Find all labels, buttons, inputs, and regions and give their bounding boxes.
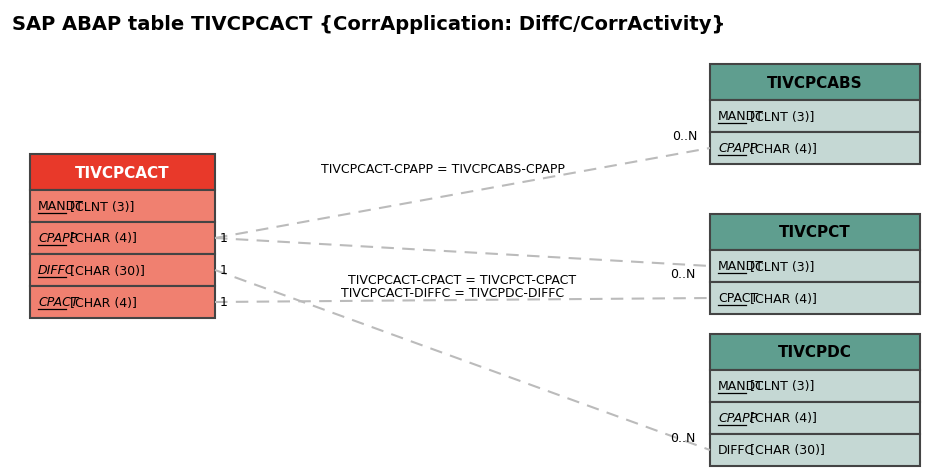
Text: TIVCPCACT-CPACT = TIVCPCT-CPACT: TIVCPCACT-CPACT = TIVCPCT-CPACT: [349, 273, 576, 287]
Text: 1: 1: [220, 296, 227, 309]
FancyBboxPatch shape: [30, 287, 215, 318]
Text: MANDT: MANDT: [718, 110, 764, 123]
Text: CPACT: CPACT: [718, 292, 759, 305]
FancyBboxPatch shape: [710, 133, 920, 165]
Text: [CLNT (3)]: [CLNT (3)]: [66, 200, 134, 213]
FancyBboxPatch shape: [30, 223, 215, 255]
Text: [CHAR (4)]: [CHAR (4)]: [66, 232, 137, 245]
Text: CPAPP: CPAPP: [718, 412, 757, 425]
Text: CPAPP: CPAPP: [38, 232, 77, 245]
Text: [CHAR (30)]: [CHAR (30)]: [66, 264, 145, 277]
FancyBboxPatch shape: [710, 402, 920, 434]
Text: [CHAR (4)]: [CHAR (4)]: [746, 142, 817, 155]
FancyBboxPatch shape: [710, 370, 920, 402]
Text: MANDT: MANDT: [38, 200, 84, 213]
Text: 0..N: 0..N: [670, 432, 696, 445]
Text: [CLNT (3)]: [CLNT (3)]: [746, 110, 814, 123]
Text: CPAPP: CPAPP: [718, 142, 757, 155]
Text: [CHAR (4)]: [CHAR (4)]: [746, 292, 817, 305]
Text: MANDT: MANDT: [718, 260, 764, 273]
FancyBboxPatch shape: [710, 434, 920, 466]
Text: TIVCPCT: TIVCPCT: [779, 225, 851, 240]
Text: 0..N: 0..N: [670, 268, 696, 281]
Text: [CLNT (3)]: [CLNT (3)]: [746, 260, 814, 273]
Text: [CHAR (30)]: [CHAR (30)]: [746, 444, 824, 456]
Text: [CHAR (4)]: [CHAR (4)]: [746, 412, 817, 425]
Text: 0..N: 0..N: [672, 130, 697, 143]
FancyBboxPatch shape: [30, 190, 215, 223]
FancyBboxPatch shape: [710, 282, 920, 314]
FancyBboxPatch shape: [710, 250, 920, 282]
Text: SAP ABAP table TIVCPCACT {CorrApplication: DiffC/CorrActivity}: SAP ABAP table TIVCPCACT {CorrApplicatio…: [12, 15, 726, 34]
Text: TIVCPCABS: TIVCPCABS: [767, 75, 863, 90]
Text: MANDT: MANDT: [718, 380, 764, 393]
Text: DIFFC: DIFFC: [38, 264, 74, 277]
Text: 1: 1: [220, 264, 227, 277]
FancyBboxPatch shape: [710, 215, 920, 250]
FancyBboxPatch shape: [710, 101, 920, 133]
Text: DIFFC: DIFFC: [718, 444, 754, 456]
Text: TIVCPDC: TIVCPDC: [778, 345, 852, 360]
Text: TIVCPCACT-DIFFC = TIVCPDC-DIFFC: TIVCPCACT-DIFFC = TIVCPDC-DIFFC: [341, 287, 564, 299]
Text: TIVCPCACT: TIVCPCACT: [75, 165, 170, 180]
FancyBboxPatch shape: [710, 334, 920, 370]
Text: [CHAR (4)]: [CHAR (4)]: [66, 296, 137, 309]
Text: 1: 1: [220, 232, 227, 245]
Text: CPACT: CPACT: [38, 296, 79, 309]
Text: [CLNT (3)]: [CLNT (3)]: [746, 380, 814, 393]
Text: TIVCPCACT-CPAPP = TIVCPCABS-CPAPP: TIVCPCACT-CPAPP = TIVCPCABS-CPAPP: [321, 163, 564, 176]
FancyBboxPatch shape: [710, 65, 920, 101]
FancyBboxPatch shape: [30, 155, 215, 190]
FancyBboxPatch shape: [30, 255, 215, 287]
